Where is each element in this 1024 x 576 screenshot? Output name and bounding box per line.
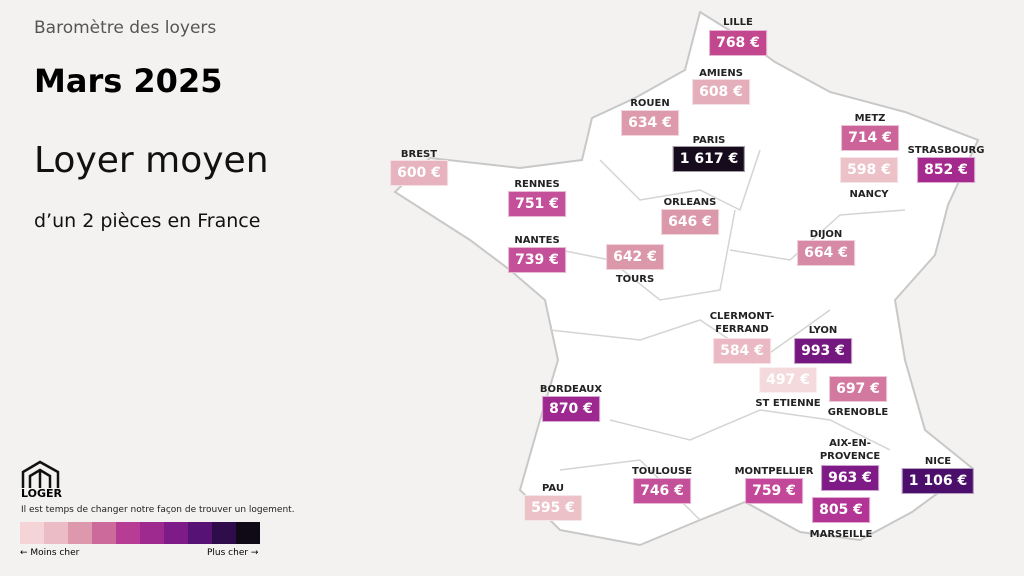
kicker: Baromètre des loyers xyxy=(34,18,217,38)
city-name: LILLE xyxy=(723,17,753,28)
legend-swatch xyxy=(44,522,68,544)
price-label: 697 € xyxy=(829,376,887,402)
price-label: 600 € xyxy=(390,160,448,186)
price-label: 595 € xyxy=(524,495,582,521)
date: Mars 2025 xyxy=(34,62,223,100)
price-label: 664 € xyxy=(797,240,855,266)
city-name: MARSEILLE xyxy=(809,529,873,540)
city-name: BREST xyxy=(400,149,438,160)
price-label: 598 € xyxy=(840,157,898,183)
price-label: 805 € xyxy=(812,497,870,523)
price-label: 608 € xyxy=(692,79,750,105)
city-name: PAU xyxy=(542,483,564,494)
price-label: 634 € xyxy=(621,110,679,136)
city-name: MONTPELLIER xyxy=(734,466,814,477)
price-label: 768 € xyxy=(709,30,767,56)
city-name: ST ETIENNE xyxy=(755,398,821,409)
city-name: METZ xyxy=(854,113,886,124)
city-name: GRENOBLE xyxy=(827,407,889,418)
legend-swatch xyxy=(164,522,188,544)
legend-swatch xyxy=(236,522,260,544)
city-name: STRASBOURG xyxy=(907,145,985,156)
city-name: BORDEAUX xyxy=(539,384,603,395)
city-name: CLERMONT-FERRAND xyxy=(709,311,775,335)
price-label: 1 617 € xyxy=(672,146,746,172)
city-name: TOURS xyxy=(615,274,655,285)
legend-swatch xyxy=(68,522,92,544)
legend-low: ← Moins cher xyxy=(20,548,80,558)
subtitle: d’un 2 pièces en France xyxy=(34,210,261,232)
price-label: 993 € xyxy=(794,338,852,364)
city-name: NANCY xyxy=(849,189,889,200)
logo-icon xyxy=(21,460,60,488)
price-label: 746 € xyxy=(633,478,691,504)
city-name: PARIS xyxy=(692,135,726,146)
price-label: 870 € xyxy=(542,396,600,422)
legend-swatch xyxy=(116,522,140,544)
price-label: 497 € xyxy=(759,367,817,393)
city-name: NANTES xyxy=(514,235,560,246)
price-label: 642 € xyxy=(606,244,664,270)
legend-high: Plus cher → xyxy=(207,548,259,558)
city-name: ROUEN xyxy=(630,98,670,109)
price-label: 852 € xyxy=(917,157,975,183)
legend-swatch xyxy=(212,522,236,544)
city-name: LYON xyxy=(808,325,838,336)
price-label: 759 € xyxy=(745,478,803,504)
city-name: DIJON xyxy=(809,229,843,240)
region-borders xyxy=(549,149,906,521)
tagline: Il est temps de changer notre façon de t… xyxy=(21,505,295,515)
city-name: ORLEANS xyxy=(663,197,717,208)
title: Loyer moyen xyxy=(34,140,269,181)
legend-swatch xyxy=(92,522,116,544)
price-label: 739 € xyxy=(508,247,566,273)
city-name: TOULOUSE xyxy=(631,466,693,477)
price-label: 751 € xyxy=(508,191,566,217)
legend-swatch xyxy=(20,522,44,544)
legend-swatch xyxy=(140,522,164,544)
price-label: 646 € xyxy=(661,209,719,235)
price-label: 1 106 € xyxy=(901,468,975,494)
brand: LOGER xyxy=(21,487,62,500)
city-name: NICE xyxy=(924,456,952,467)
city-name: AIX-EN-PROVENCE xyxy=(819,438,881,462)
city-name: AMIENS xyxy=(699,68,743,79)
legend-swatch xyxy=(188,522,212,544)
city-name: RENNES xyxy=(514,179,560,190)
legend-scale xyxy=(20,522,260,544)
price-label: 584 € xyxy=(713,338,771,364)
price-label: 963 € xyxy=(821,465,879,491)
price-label: 714 € xyxy=(841,125,899,151)
